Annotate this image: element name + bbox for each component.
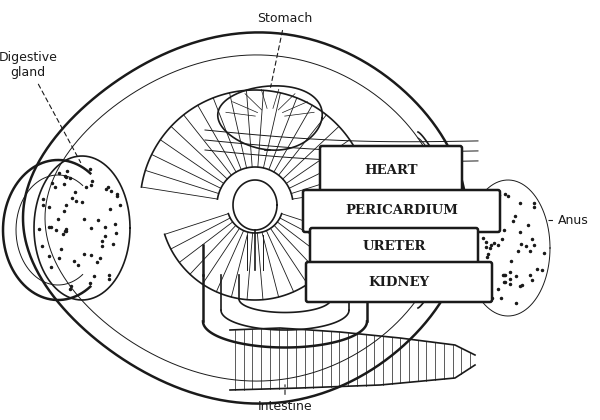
- Text: Intestine: Intestine: [257, 385, 313, 413]
- Text: PERICARDIUM: PERICARDIUM: [345, 205, 458, 218]
- FancyBboxPatch shape: [320, 146, 462, 194]
- Text: Digestive
gland: Digestive gland: [0, 51, 80, 163]
- FancyBboxPatch shape: [310, 228, 478, 266]
- Text: Stomach: Stomach: [257, 12, 313, 87]
- FancyBboxPatch shape: [303, 190, 500, 232]
- FancyBboxPatch shape: [306, 262, 492, 302]
- Text: HEART: HEART: [364, 163, 418, 176]
- Text: Anus: Anus: [558, 213, 589, 226]
- Text: KIDNEY: KIDNEY: [368, 276, 430, 289]
- Text: URETER: URETER: [362, 241, 425, 254]
